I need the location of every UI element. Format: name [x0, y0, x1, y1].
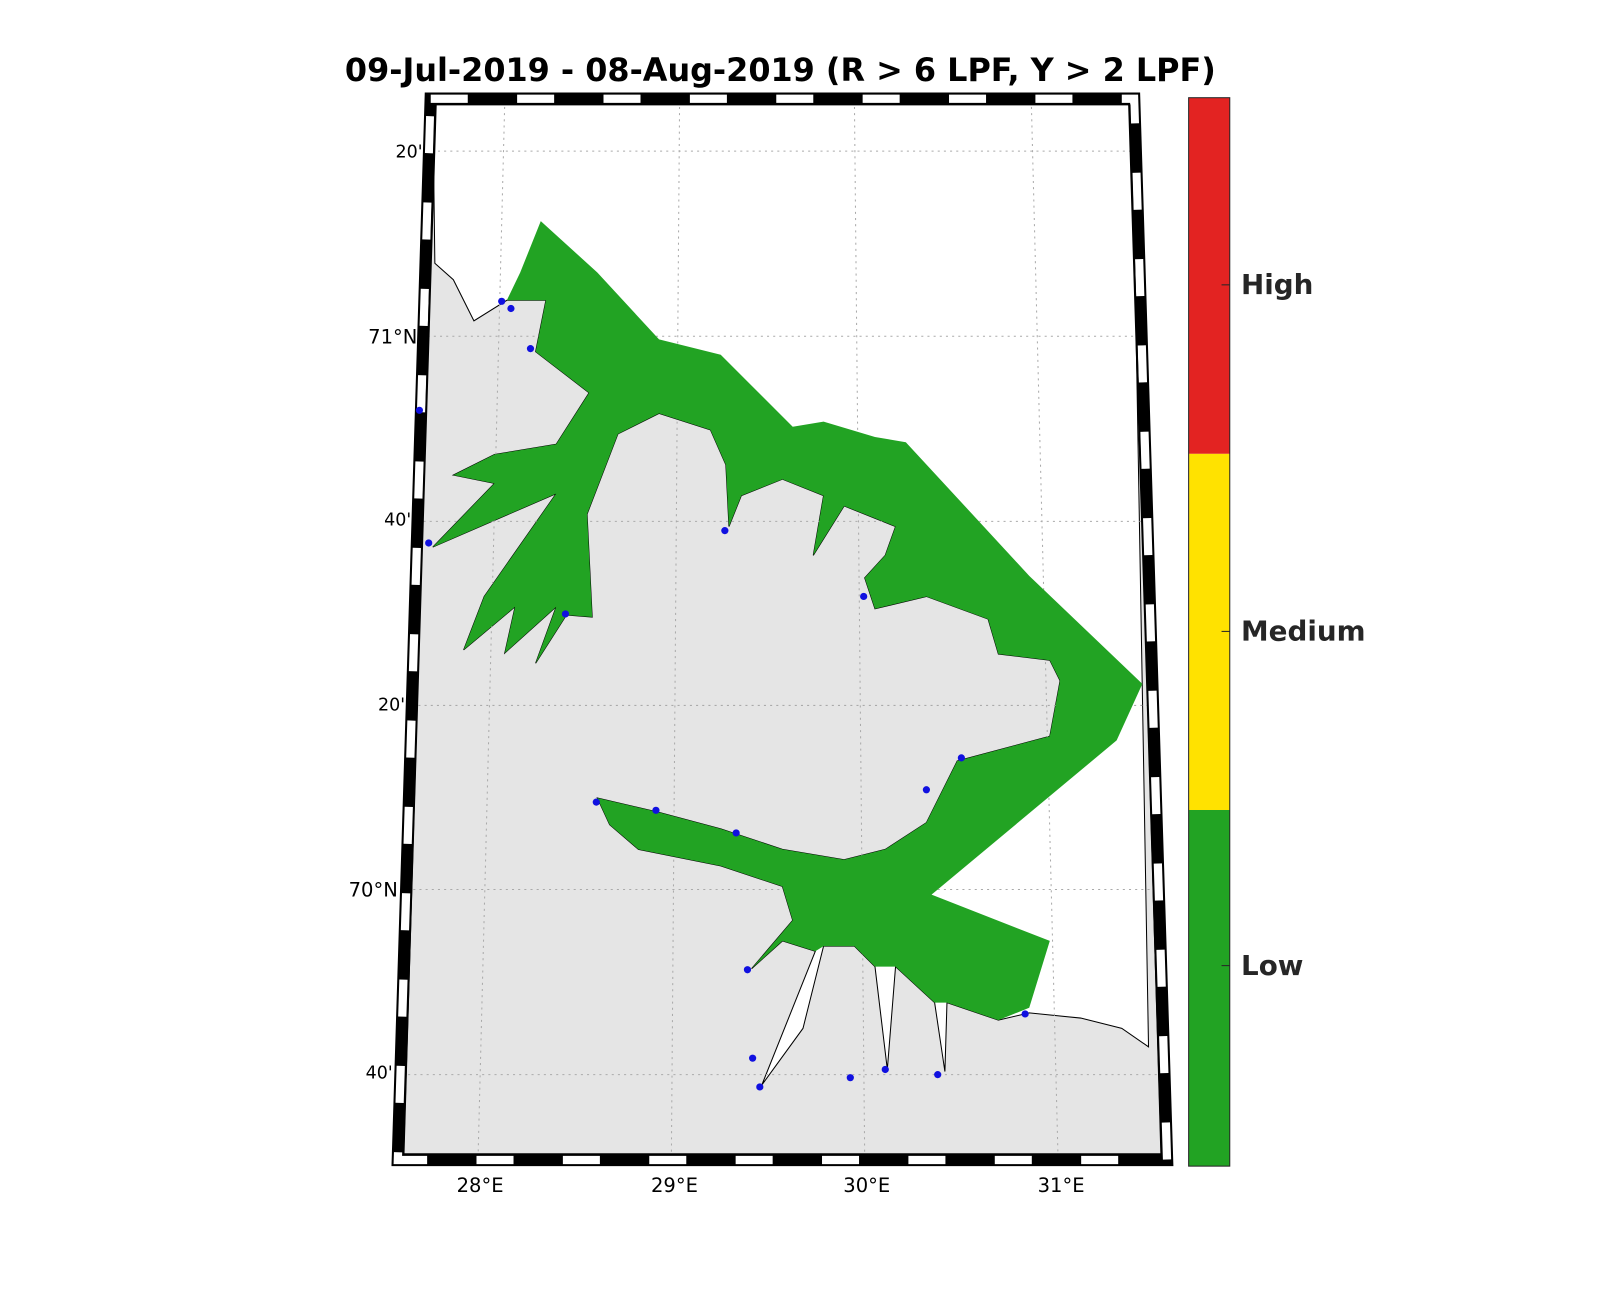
- station-dot: [934, 1071, 942, 1079]
- lon-label: 29°E: [651, 1174, 698, 1197]
- lat-label: 20': [378, 696, 405, 716]
- station-dot: [860, 592, 868, 601]
- stations: [415, 297, 1029, 1091]
- station-dot: [881, 1065, 889, 1074]
- lon-label: 30°E: [843, 1174, 890, 1197]
- station-dot: [526, 345, 535, 353]
- frame-inner: [403, 104, 1162, 1155]
- station-dot: [957, 754, 965, 762]
- colorbar-label: Low: [1241, 949, 1303, 982]
- colorbar-segment: [1188, 97, 1230, 454]
- station-dot: [749, 1054, 757, 1062]
- lat-label: 20': [395, 142, 422, 162]
- station-dot: [652, 806, 660, 814]
- lon-label: 31°E: [1038, 1174, 1085, 1197]
- lat-label: 71°N: [368, 325, 417, 348]
- lat-label: 40': [384, 510, 411, 530]
- colorbar-label: High: [1241, 268, 1313, 301]
- low-area: [432, 221, 1143, 1021]
- lat-label: 70°N: [349, 879, 398, 902]
- station-dot: [592, 798, 600, 806]
- station-dot: [846, 1074, 854, 1082]
- station-dot: [732, 829, 740, 837]
- station-dot: [743, 966, 752, 974]
- station-dot: [756, 1083, 764, 1091]
- station-dot: [721, 527, 729, 535]
- colorbar-segment: [1188, 809, 1230, 1167]
- station-dot: [507, 304, 515, 313]
- station-dot: [561, 610, 570, 618]
- station-dot: [1021, 1010, 1029, 1018]
- station-dot: [922, 786, 931, 794]
- station-dot: [498, 297, 506, 305]
- colorbar-label: Medium: [1241, 615, 1365, 648]
- lat-label: 40': [366, 1064, 393, 1084]
- title: 09-Jul-2019 - 08-Aug-2019 (R > 6 LPF, Y …: [345, 51, 1216, 89]
- lon-label: 28°E: [457, 1174, 504, 1197]
- station-dot: [425, 539, 433, 547]
- frame-ticks: [393, 94, 1172, 1165]
- colorbar-segment: [1188, 453, 1230, 810]
- station-dot: [415, 406, 424, 414]
